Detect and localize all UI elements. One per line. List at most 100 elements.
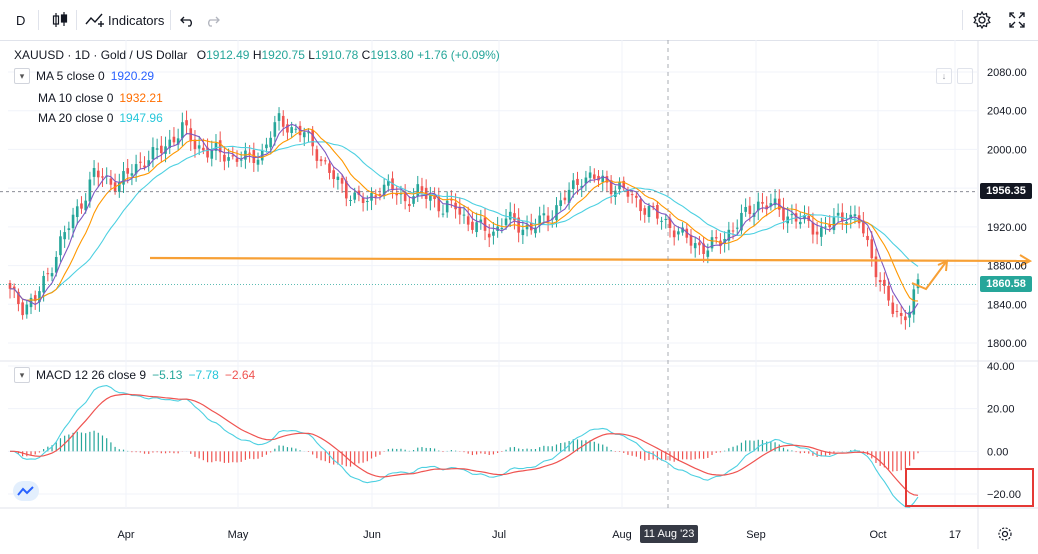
undo-button[interactable] xyxy=(180,8,196,32)
candle-body xyxy=(206,147,209,158)
maximize-pane-icon[interactable] xyxy=(957,68,973,84)
toolbar-separator xyxy=(170,10,171,30)
candle-body xyxy=(626,190,630,197)
candle-body xyxy=(731,230,735,232)
interval-button[interactable]: D xyxy=(16,12,26,28)
candle-body xyxy=(635,195,638,198)
candle-body xyxy=(399,193,403,195)
candle-body xyxy=(101,176,104,178)
candle-body xyxy=(408,204,411,207)
candle-body xyxy=(8,282,12,289)
candle-body xyxy=(391,178,394,191)
macd-line xyxy=(9,385,919,508)
candle-body xyxy=(294,128,298,130)
candle-body xyxy=(689,234,693,246)
ma10-line xyxy=(9,128,919,302)
candle-body xyxy=(681,227,684,233)
candle-body xyxy=(256,159,260,165)
collapse-legend-icon[interactable]: ▾ xyxy=(14,68,30,84)
candle-body xyxy=(75,206,79,217)
resistance-line[interactable] xyxy=(149,256,1029,263)
candle-body xyxy=(168,139,172,148)
candle-body xyxy=(702,243,705,254)
candle-body xyxy=(580,185,584,188)
ma5-label: MA 5 close 0 xyxy=(36,69,105,83)
candle-body xyxy=(252,150,256,164)
price-tick-label: 1920.00 xyxy=(987,222,1027,234)
candle-body xyxy=(504,218,508,226)
candle-body xyxy=(441,213,445,215)
candle-body xyxy=(84,200,87,211)
candle-body xyxy=(790,214,794,216)
ohlc-close-label: C xyxy=(361,48,371,62)
signal-line xyxy=(10,393,919,496)
indicators-button[interactable]: Indicators xyxy=(84,8,164,32)
macd-tick-label: 0.00 xyxy=(987,446,1008,458)
candle-body xyxy=(891,302,895,314)
move-down-icon[interactable]: ↓ xyxy=(936,68,952,84)
fullscreen-icon xyxy=(1009,12,1025,28)
resistance-arrowhead xyxy=(1019,254,1033,267)
candle-body xyxy=(832,217,836,231)
settings-button[interactable] xyxy=(972,8,992,32)
candle-body xyxy=(769,203,773,207)
chart-area[interactable]: 2080.002040.002000.001960.001920.001880.… xyxy=(0,40,1038,549)
logo[interactable] xyxy=(13,481,39,501)
time-tick-label: Jul xyxy=(492,529,506,541)
ma20-label: MA 20 close 0 xyxy=(38,111,114,125)
time-tick-label: Jun xyxy=(363,529,381,541)
candle-body xyxy=(214,143,218,151)
candle-body xyxy=(311,129,314,147)
indicators-icon xyxy=(85,13,104,27)
candle-body xyxy=(782,207,785,221)
candle-body xyxy=(143,165,146,168)
candle-body xyxy=(193,139,197,150)
candle-body xyxy=(25,304,29,315)
candle-body xyxy=(227,157,230,161)
candle-body xyxy=(786,216,789,224)
candle-body xyxy=(429,195,432,201)
redo-button[interactable] xyxy=(204,8,220,32)
macd-label: MACD 12 26 close 9 xyxy=(36,368,147,382)
collapse-macd-icon[interactable]: ▾ xyxy=(14,367,30,383)
projection-arrow[interactable] xyxy=(911,261,947,291)
time-tick-label: Oct xyxy=(869,529,886,541)
candle-body xyxy=(117,182,121,192)
macd-tick-label: −20.00 xyxy=(987,489,1021,501)
candle-body xyxy=(614,190,617,197)
price-tick-label: 2040.00 xyxy=(987,106,1027,118)
candle-body xyxy=(202,147,205,151)
ohlc-high-label: H xyxy=(252,48,262,62)
candle-body xyxy=(235,158,239,162)
candle-body xyxy=(883,279,886,286)
candle-body xyxy=(218,140,222,153)
price-tick-label: 2080.00 xyxy=(987,67,1027,79)
candle-body xyxy=(672,230,676,238)
candle-body xyxy=(593,174,596,179)
candle-body xyxy=(475,222,478,233)
candle-body xyxy=(315,149,319,161)
candle-body xyxy=(344,180,348,199)
dashed-level-badge: 1956.35 xyxy=(980,183,1032,199)
candle-body xyxy=(273,122,277,137)
toolbar-separator xyxy=(38,10,39,30)
candle-body xyxy=(685,228,689,238)
candle-body xyxy=(466,216,470,225)
candle-body xyxy=(609,180,613,195)
candle-body xyxy=(387,181,390,186)
macd-tick-label: 40.00 xyxy=(987,361,1015,373)
candle-body xyxy=(836,212,840,216)
axis-settings-button[interactable] xyxy=(997,526,1013,547)
candle-body xyxy=(269,137,272,148)
fullscreen-button[interactable] xyxy=(1008,8,1026,32)
candle-body xyxy=(761,202,764,204)
ma5-line xyxy=(9,123,919,316)
candle-body xyxy=(588,172,592,178)
candle-body xyxy=(693,243,697,249)
gear-icon xyxy=(973,10,991,30)
candles-style-button[interactable] xyxy=(50,8,70,32)
candle-body xyxy=(21,302,24,316)
candle-body xyxy=(756,201,760,211)
chart-canvas[interactable]: 2080.002040.002000.001960.001920.001880.… xyxy=(0,40,1038,549)
candle-body xyxy=(349,199,352,201)
